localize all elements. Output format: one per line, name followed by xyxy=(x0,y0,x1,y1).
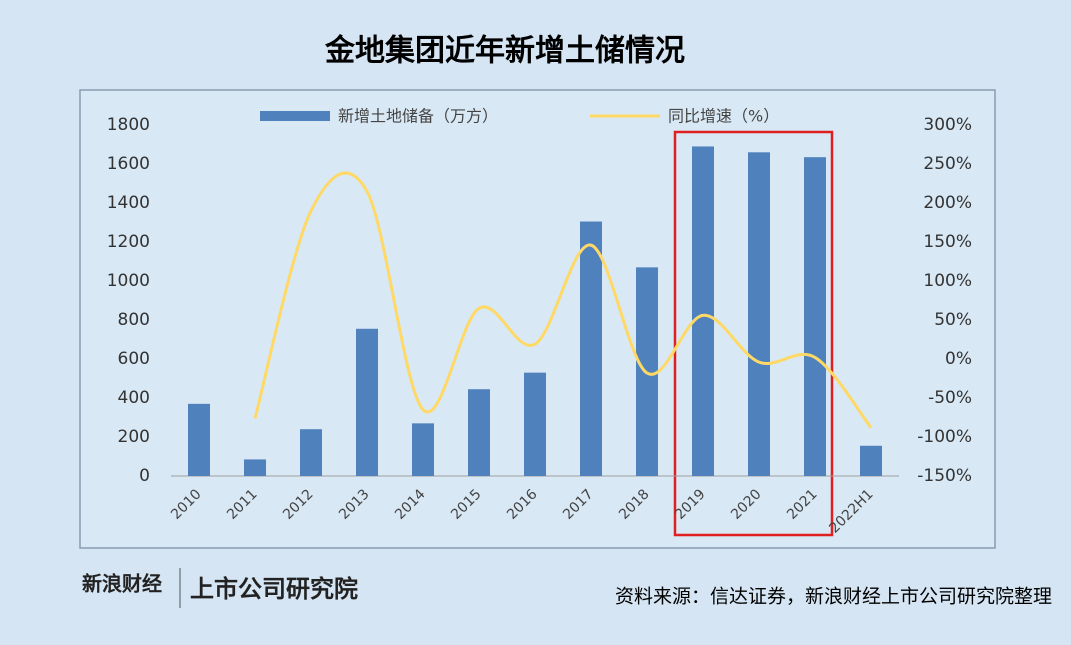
bar xyxy=(748,152,770,477)
y2-tick-label: -150% xyxy=(917,466,972,486)
logo-brand: 新浪财经 xyxy=(82,572,162,596)
legend-label: 同比增速（%） xyxy=(668,107,779,126)
y2-tick-label: 0% xyxy=(945,349,972,369)
y2-tick-label: 150% xyxy=(923,232,972,252)
y-tick-label: 1800 xyxy=(107,115,150,135)
highlight-box xyxy=(673,130,834,537)
y2-tick-label: -100% xyxy=(917,427,972,447)
y-tick-label: 800 xyxy=(118,310,150,330)
y-tick-label: 1000 xyxy=(107,271,150,291)
chart-title: 金地集团近年新增土储情况 xyxy=(324,34,685,69)
y-tick-label: 200 xyxy=(118,427,150,447)
bar xyxy=(524,372,546,476)
y-tick-label: 600 xyxy=(118,349,150,369)
y-tick-label: 1400 xyxy=(107,193,150,213)
y2-tick-label: 200% xyxy=(923,193,972,213)
legend-swatch xyxy=(260,111,330,121)
bar xyxy=(468,389,490,476)
y2-tick-label: 300% xyxy=(923,115,972,135)
source-note: 资料来源：信达证券，新浪财经上市公司研究院整理 xyxy=(615,586,1052,608)
y2-tick-label: 250% xyxy=(923,154,972,174)
y2-tick-label: 100% xyxy=(923,271,972,291)
y-tick-label: 400 xyxy=(118,388,150,408)
bar xyxy=(804,157,826,477)
y2-tick-label: 50% xyxy=(934,310,972,330)
legend-label: 新增土地储备（万方） xyxy=(338,107,498,126)
bar xyxy=(244,459,266,476)
bar xyxy=(188,403,210,476)
bar xyxy=(300,429,322,476)
bar xyxy=(692,146,714,476)
y-tick-label: 0 xyxy=(139,466,150,486)
y-tick-label: 1200 xyxy=(107,232,150,252)
plot-frame xyxy=(79,89,996,549)
y2-tick-label: -50% xyxy=(928,388,972,408)
line xyxy=(253,171,873,429)
y-tick-label: 1600 xyxy=(107,154,150,174)
bar xyxy=(580,221,602,476)
bar xyxy=(860,445,882,476)
logo-institute: 上市公司研究院 xyxy=(190,575,358,603)
bar xyxy=(356,328,378,476)
bar xyxy=(412,423,434,476)
